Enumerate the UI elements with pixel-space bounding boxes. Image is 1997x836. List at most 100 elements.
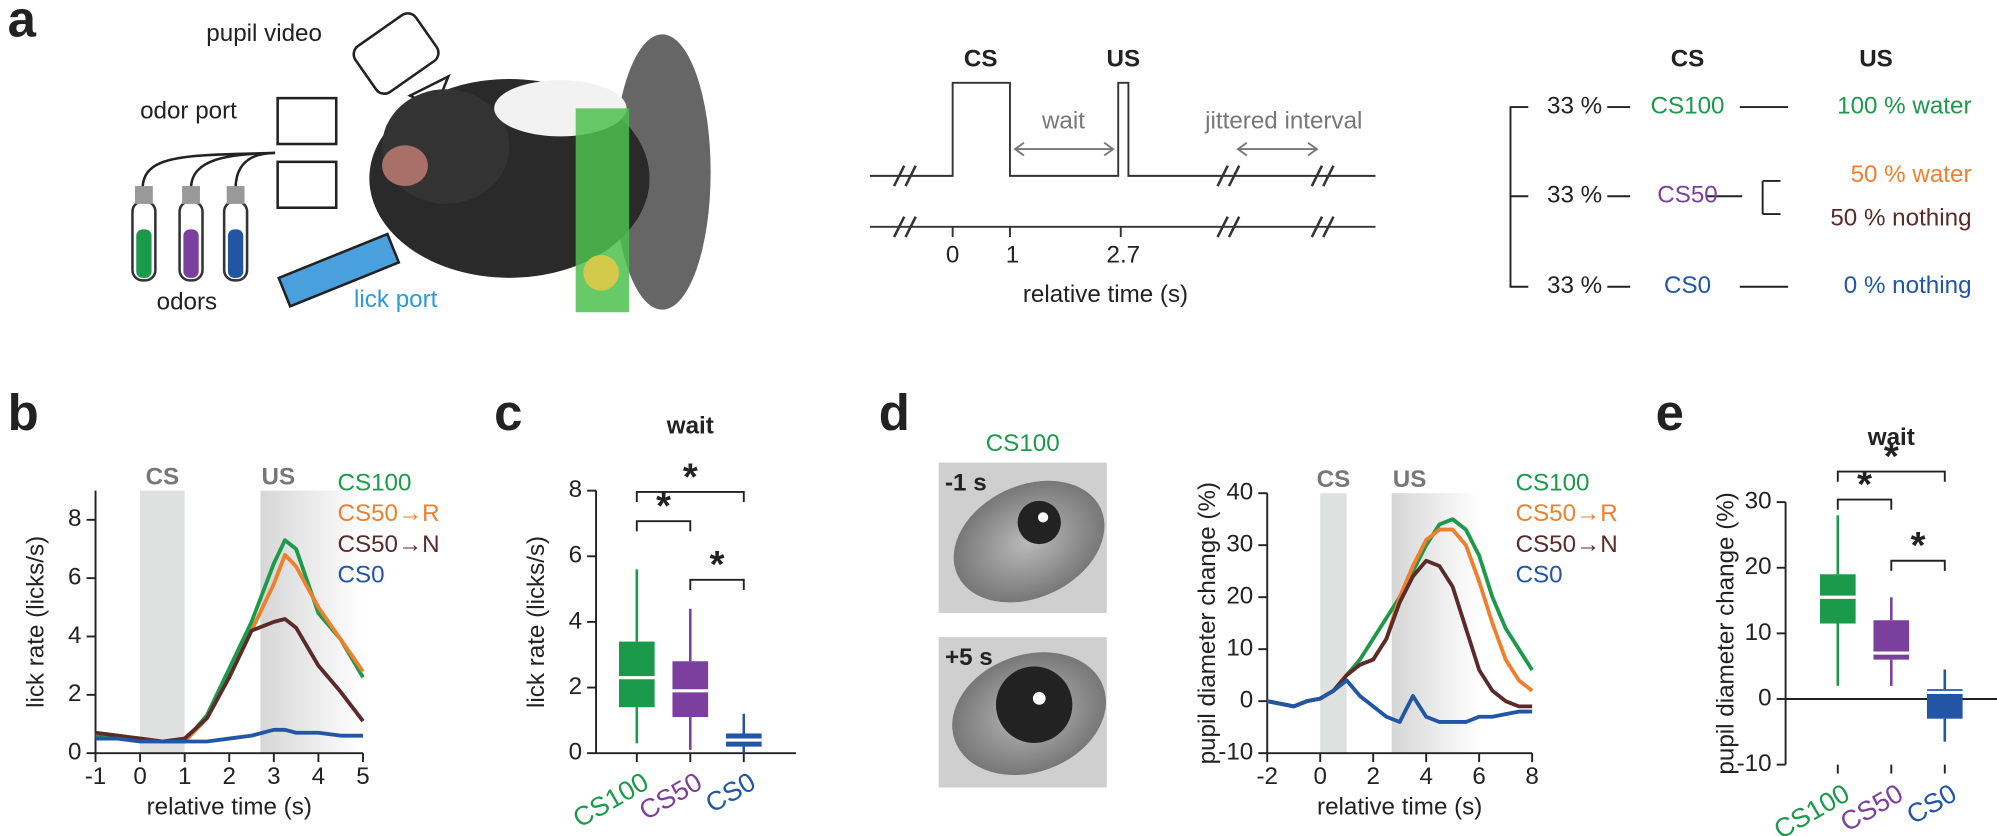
timeline-tick: 2.7: [1107, 242, 1141, 269]
series-line: [95, 617, 365, 744]
significance-star: *: [683, 455, 698, 498]
tree-header: CS: [1671, 45, 1705, 72]
significance-bracket: [1890, 559, 1946, 571]
box: [1926, 689, 1963, 719]
tree-header: US: [1859, 45, 1893, 72]
eye-image: [938, 637, 1107, 788]
y-tick-label: 8: [68, 505, 81, 532]
panel-label: e: [1656, 384, 1684, 441]
box: [1819, 574, 1856, 624]
significance-star: *: [710, 543, 725, 586]
series-line: [95, 727, 363, 744]
timeline-label: jittered interval: [1204, 108, 1362, 135]
y-tick-label: 20: [1226, 583, 1253, 610]
legend-entry: CS50→R: [338, 500, 440, 527]
y-axis-label: lick rate (licks/s): [22, 536, 49, 708]
eye-title: CS100: [986, 430, 1060, 457]
y-tick-label: 4: [68, 622, 81, 649]
x-tick-label: 4: [1419, 763, 1432, 790]
x-tick-label: 2: [1366, 763, 1379, 790]
x-tick-label: 4: [312, 763, 325, 790]
chart-title: wait: [1867, 424, 1915, 451]
significance-star: *: [1911, 524, 1926, 567]
panel-label: d: [879, 384, 910, 441]
y-axis-label: pupil diameter change (%): [1194, 482, 1221, 764]
x-tick-label: CS0: [1901, 778, 1961, 830]
setup-label: odors: [157, 289, 217, 316]
setup-diagram: [131, 12, 711, 313]
time-region: [140, 490, 185, 754]
timeline-label: wait: [1041, 108, 1085, 135]
x-tick-label: CS0: [700, 767, 760, 819]
significance-bracket: [635, 490, 745, 503]
y-tick-label: 0: [68, 739, 81, 766]
y-tick-label: 0: [1240, 687, 1253, 714]
tree-prob: 33 %: [1547, 92, 1602, 119]
eye-label: +5 s: [945, 644, 993, 671]
legend-entry: CS50→N: [338, 531, 440, 558]
significance-bracket: [689, 578, 745, 591]
tree-outcome: 0 % nothing: [1844, 272, 1972, 299]
y-tick-label: 20: [1745, 553, 1772, 580]
x-tick-label: CS50: [1835, 778, 1908, 836]
box: [618, 641, 655, 708]
legend-entry: CS0: [1516, 561, 1563, 588]
y-tick-label: 2: [569, 673, 582, 700]
panel-label: c: [494, 384, 522, 441]
x-tick-label: 8: [1525, 763, 1538, 790]
x-tick-label: 1: [178, 763, 191, 790]
x-tick-label: 0: [1313, 763, 1326, 790]
setup-label: odor port: [140, 98, 237, 125]
tree-prob: 33 %: [1547, 182, 1602, 209]
significance-star: *: [656, 485, 671, 528]
x-tick-label: 0: [133, 763, 146, 790]
legend-entry: CS50→N: [1516, 531, 1618, 558]
significance-star: *: [1857, 463, 1872, 506]
timeline: [869, 81, 1376, 238]
y-tick-label: 10: [1745, 619, 1772, 646]
tree-cs: CS100: [1651, 92, 1725, 119]
y-tick-label: -10: [1218, 739, 1253, 766]
x-tick-label: 2: [223, 763, 236, 790]
region-label: CS: [1317, 466, 1351, 493]
significance-bracket: [1836, 498, 1893, 510]
time-region: [1320, 493, 1347, 754]
setup-label: lick port: [354, 286, 438, 313]
region-label: US: [261, 463, 295, 490]
legend-entry: CS100: [1516, 470, 1590, 497]
x-tick-label: -2: [1256, 763, 1278, 790]
eye-image: [938, 462, 1107, 613]
y-axis-label: lick rate (licks/s): [523, 536, 550, 708]
chart-title: wait: [666, 412, 714, 439]
timeline-tick: 0: [946, 242, 959, 269]
y-tick-label: 30: [1226, 531, 1253, 558]
region-label: CS: [146, 463, 180, 490]
y-tick-label: 2: [68, 680, 81, 707]
panel-label: b: [8, 384, 39, 441]
tree-lines: [1509, 106, 1789, 288]
x-tick-label: 6: [1472, 763, 1485, 790]
legend-entry: CS50→R: [1516, 500, 1618, 527]
setup-label: pupil video: [206, 20, 322, 47]
y-tick-label: 0: [1758, 684, 1771, 711]
x-tick-label: CS50: [634, 767, 707, 826]
y-tick-label: 6: [569, 542, 582, 569]
legend-entry: CS100: [338, 470, 412, 497]
y-tick-label: 30: [1745, 487, 1772, 514]
x-axis-label: relative time (s): [147, 793, 312, 820]
timeline-label: US: [1107, 45, 1141, 72]
significance-star: *: [1884, 435, 1899, 478]
x-tick-label: -1: [85, 763, 107, 790]
tree-outcome: 100 % water: [1837, 92, 1971, 119]
x-tick-label: 3: [267, 763, 280, 790]
region-label: US: [1393, 466, 1427, 493]
legend-entry: CS0: [338, 561, 385, 588]
eye-label: -1 s: [945, 470, 987, 497]
y-tick-label: 10: [1226, 635, 1253, 662]
tree-prob: 33 %: [1547, 272, 1602, 299]
panel-label: a: [8, 0, 37, 47]
tree-cs: CS0: [1664, 272, 1711, 299]
y-tick-label: 6: [68, 564, 81, 591]
timeline-label: CS: [964, 45, 998, 72]
